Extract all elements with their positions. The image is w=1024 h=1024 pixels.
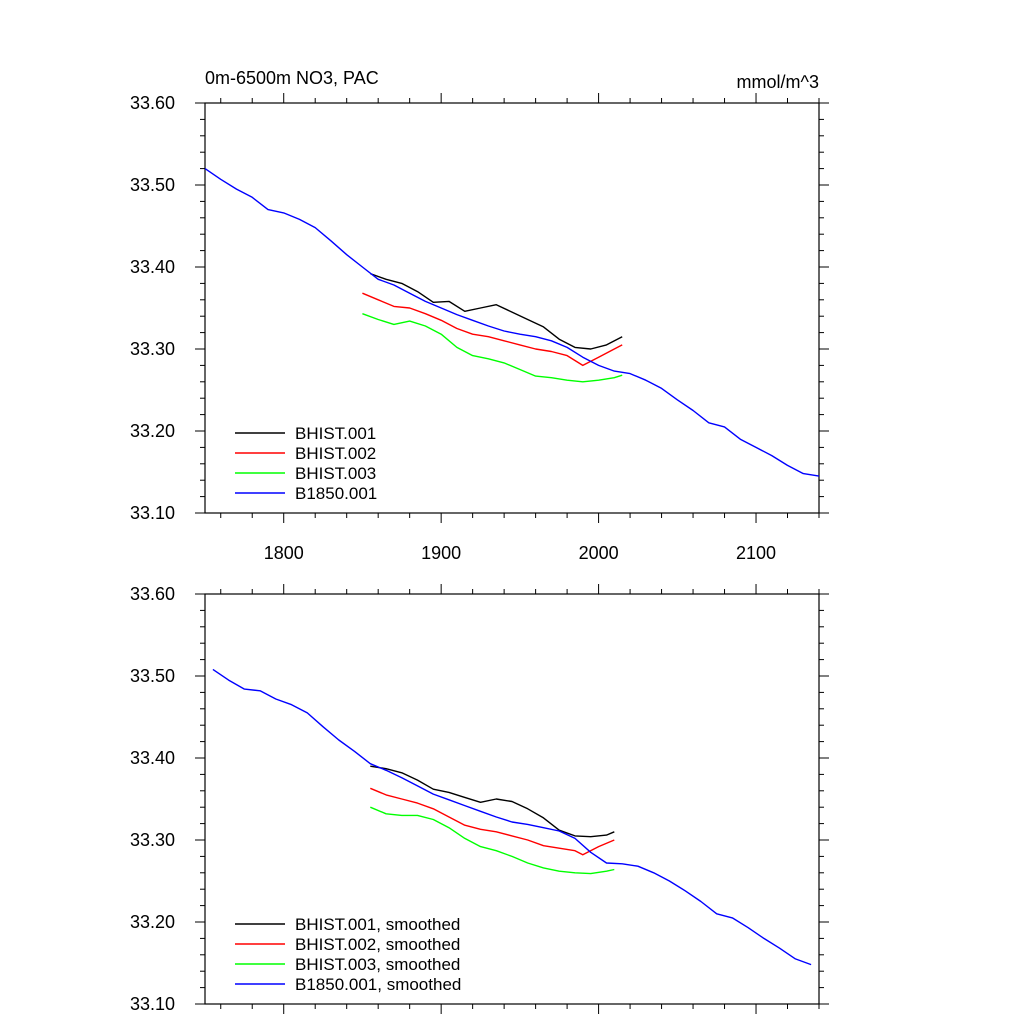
y-tick-label: 33.20 [130,912,175,932]
series-line [370,806,615,875]
bottom-panel: 33.10 33.20 33.30 33.40 33.50 33.60 BHIST.001… [130,584,829,1014]
y-tick-label: 33.60 [130,93,175,113]
y-tick-label: 33.30 [130,830,175,850]
bottom-series-lines [212,668,812,966]
legend-label: BHIST.001 [295,424,376,443]
top-panel: 0m-6500m NO3, PAC mmol/m^3 33.1033.2033.… [130,68,829,563]
series-line [370,272,623,350]
series-line [362,292,623,367]
top-chart-units: mmol/m^3 [737,72,819,92]
top-chart-title: 0m-6500m NO3, PAC [205,68,379,88]
y-tick-label: 33.60 [130,584,175,604]
series-line [370,765,615,838]
legend-label: B1850.001, smoothed [295,975,461,994]
y-tick-label: 33.10 [130,994,175,1014]
y-tick-label: 33.20 [130,421,175,441]
y-tick-label: 33.40 [130,257,175,277]
series-line [212,668,812,966]
y-tick-label: 33.50 [130,666,175,686]
x-tick-label: 2000 [579,543,619,563]
legend-label: BHIST.002, smoothed [295,935,460,954]
series-line [362,313,623,383]
y-tick-label: 33.50 [130,175,175,195]
series-line [204,168,820,477]
y-tick-label: 33.40 [130,748,175,768]
x-tick-label: 1800 [264,543,304,563]
top-axis-ticks: 33.10 33.20 33.30 33.40 33.50 33.60 1800 1900 20… [130,93,829,563]
x-tick-label: 1900 [421,543,461,563]
bottom-axis-ticks: 33.10 33.20 33.30 33.40 33.50 33.60 [130,584,829,1014]
legend-label: BHIST.001, smoothed [295,915,460,934]
y-tick-label: 33.30 [130,339,175,359]
legend-label: BHIST.003, smoothed [295,955,460,974]
legend-label: BHIST.002 [295,444,376,463]
series-line [370,787,615,856]
legend-label: B1850.001 [295,484,377,503]
bottom-plot-frame [204,593,820,1005]
top-plot-frame [204,102,820,514]
y-tick-label: 33.10 [130,503,175,523]
legend-label: BHIST.003 [295,464,376,483]
top-series-lines [204,168,820,477]
x-tick-label: 2100 [736,543,776,563]
